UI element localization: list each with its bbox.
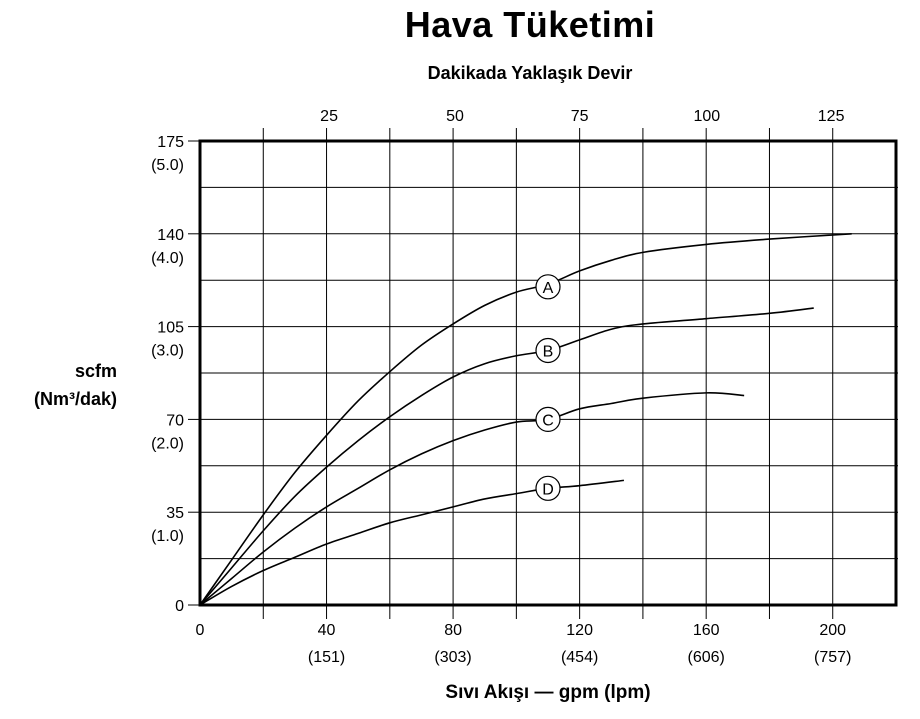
series-label-b: B (543, 343, 554, 360)
x-tick-label: 160 (693, 622, 720, 639)
y-axis-label-sub: (Nm³/dak) (33, 389, 117, 409)
y-tick-sublabel: (3.0) (151, 343, 184, 360)
chart-title: Hava Tüketimi (404, 4, 656, 45)
x-axis-label: Sıvı Akışı — gpm (lpm) (445, 682, 651, 703)
top-tick-label: 125 (818, 108, 845, 125)
top-axis-label: Dakikada Yaklaşık Devir (427, 63, 633, 83)
y-tick-label: 0 (175, 598, 184, 615)
x-tick-sublabel: (606) (688, 649, 725, 666)
x-tick-label: 80 (444, 622, 462, 639)
y-tick-sublabel: (5.0) (151, 157, 184, 174)
series-label-circle-a (535, 274, 561, 300)
y-tick-label: 35 (166, 505, 184, 522)
x-tick-sublabel: (454) (561, 649, 598, 666)
series-label-a: A (543, 280, 554, 297)
y-tick-sublabel: (2.0) (151, 435, 184, 452)
series-label-d: D (542, 481, 554, 498)
series-line-b (199, 307, 814, 606)
x-tick-sublabel: (757) (814, 649, 851, 666)
y-tick-sublabel: (4.0) (151, 250, 184, 267)
x-tick-sublabel: (303) (434, 649, 471, 666)
x-tick-label: 0 (196, 622, 205, 639)
y-tick-label: 175 (157, 134, 184, 151)
y-tick-sublabel: (1.0) (151, 528, 184, 545)
series-label-circle-b (535, 337, 561, 364)
y-tick-label: 140 (157, 227, 184, 244)
top-tick-label: 25 (320, 108, 338, 125)
y-axis-label-main: scfm (74, 361, 117, 381)
x-tick-label: 200 (819, 622, 846, 639)
x-tick-sublabel: (151) (308, 649, 345, 666)
series-label-circle-d (535, 475, 561, 501)
x-tick-label: 40 (318, 622, 336, 639)
y-tick-label: 70 (166, 412, 184, 429)
y-axis-label: scfm (Nm³/dak) (0, 357, 117, 413)
plot-frame (198, 139, 898, 607)
top-tick-label: 75 (571, 108, 589, 125)
series-label-c: C (542, 412, 554, 429)
top-tick-label: 50 (446, 108, 464, 125)
x-tick-label: 120 (566, 622, 593, 639)
top-tick-label: 100 (693, 108, 720, 125)
series-label-circle-c (535, 406, 561, 432)
series-line-a (199, 233, 852, 606)
y-tick-label: 105 (157, 320, 184, 337)
series-line-c (199, 392, 745, 606)
